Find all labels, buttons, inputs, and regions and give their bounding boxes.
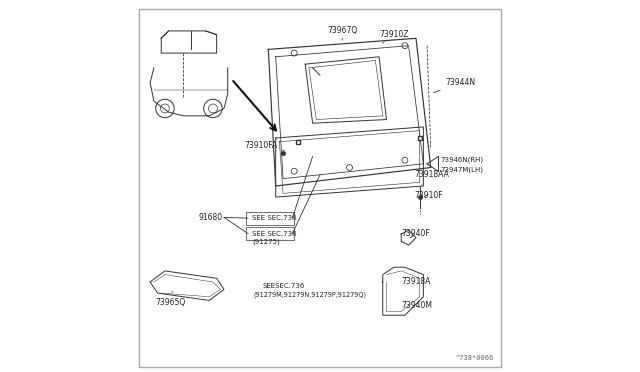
Text: 73947M(LH): 73947M(LH) bbox=[440, 166, 483, 173]
Text: 73967Q: 73967Q bbox=[328, 26, 358, 40]
Text: SEE SEC.736: SEE SEC.736 bbox=[252, 215, 296, 221]
Text: 73918AA: 73918AA bbox=[414, 170, 449, 184]
Text: 91680: 91680 bbox=[198, 213, 222, 222]
Text: 73910F: 73910F bbox=[414, 191, 443, 200]
Text: 73910FA: 73910FA bbox=[244, 141, 284, 150]
Text: 73940F: 73940F bbox=[401, 230, 430, 238]
Text: 73965Q: 73965Q bbox=[156, 291, 186, 307]
Text: 73918A: 73918A bbox=[401, 278, 431, 286]
Text: 73946N(RH): 73946N(RH) bbox=[440, 157, 483, 163]
Text: ^738*0066: ^738*0066 bbox=[455, 355, 493, 361]
Text: 73910Z: 73910Z bbox=[379, 30, 408, 43]
Text: (91279M,91279N,91279P,91279Q): (91279M,91279N,91279P,91279Q) bbox=[253, 292, 367, 298]
Text: 73944N: 73944N bbox=[433, 78, 476, 93]
FancyBboxPatch shape bbox=[246, 227, 294, 240]
Text: (91275): (91275) bbox=[253, 238, 280, 245]
FancyBboxPatch shape bbox=[246, 212, 294, 225]
Text: SEESEC.736: SEESEC.736 bbox=[263, 283, 305, 289]
Text: 73940M: 73940M bbox=[401, 301, 432, 311]
Text: SEE SEC.736: SEE SEC.736 bbox=[252, 231, 296, 237]
